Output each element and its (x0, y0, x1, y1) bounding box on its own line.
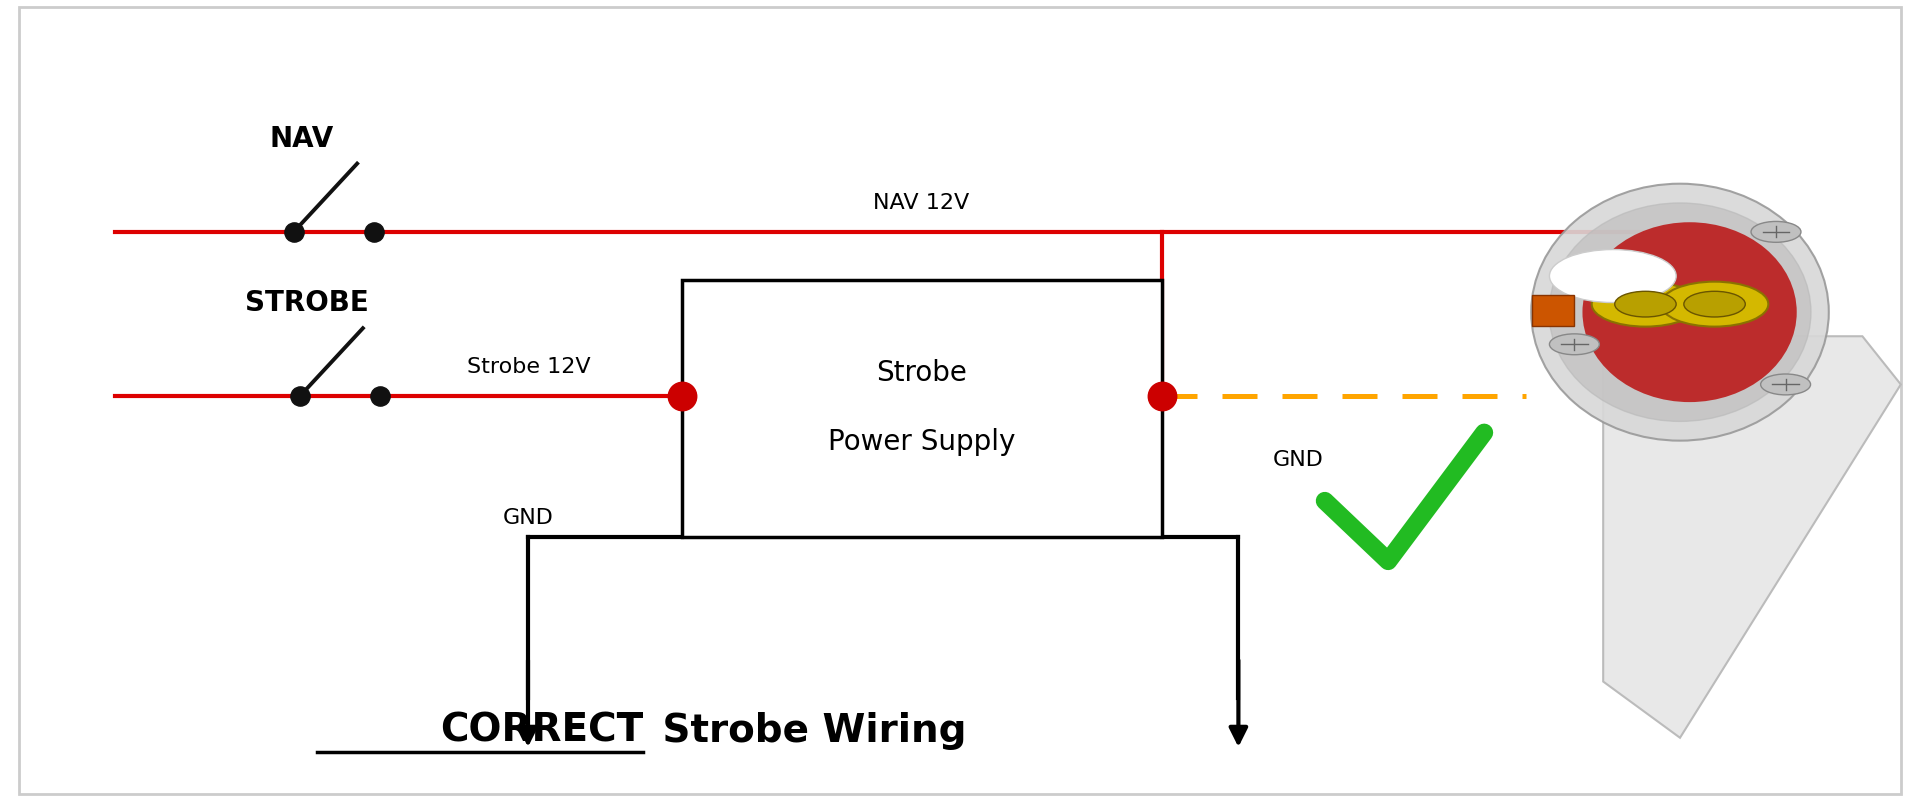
Ellipse shape (1532, 184, 1828, 441)
Ellipse shape (1582, 223, 1797, 403)
Text: Strobe Wiring: Strobe Wiring (649, 711, 966, 749)
Circle shape (1615, 292, 1676, 318)
Point (1146, 391, 1177, 403)
Point (284, 391, 315, 403)
Circle shape (1549, 334, 1599, 355)
Text: Power Supply: Power Supply (828, 427, 1016, 455)
Circle shape (1592, 282, 1699, 327)
Circle shape (1761, 375, 1811, 395)
Circle shape (1751, 222, 1801, 243)
Circle shape (1684, 292, 1745, 318)
Ellipse shape (1549, 204, 1811, 422)
Text: NAV 12V: NAV 12V (874, 192, 970, 213)
Text: STROBE: STROBE (246, 289, 369, 317)
Point (365, 391, 396, 403)
FancyBboxPatch shape (1532, 295, 1574, 326)
Text: GND: GND (503, 508, 553, 528)
Polygon shape (1603, 337, 1901, 738)
FancyBboxPatch shape (682, 281, 1162, 537)
Text: Strobe: Strobe (876, 359, 968, 387)
Text: NAV: NAV (269, 124, 334, 152)
Point (666, 391, 697, 403)
Point (359, 226, 390, 239)
Circle shape (1549, 250, 1676, 303)
Text: CORRECT: CORRECT (440, 711, 643, 749)
Text: Strobe 12V: Strobe 12V (467, 357, 589, 377)
Text: GND: GND (1273, 449, 1323, 469)
Circle shape (1661, 282, 1768, 327)
Point (278, 226, 309, 239)
